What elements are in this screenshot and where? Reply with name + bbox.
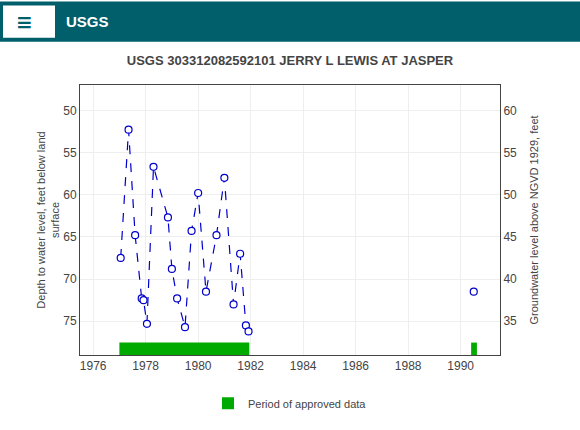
svg-text:70: 70 — [63, 272, 77, 286]
svg-text:1980: 1980 — [185, 359, 212, 373]
svg-text:55: 55 — [63, 146, 77, 160]
svg-text:50: 50 — [503, 188, 517, 202]
svg-text:1984: 1984 — [290, 359, 317, 373]
svg-text:1988: 1988 — [395, 359, 422, 373]
svg-text:1990: 1990 — [447, 359, 474, 373]
svg-text:40: 40 — [503, 272, 517, 286]
svg-text:1986: 1986 — [342, 359, 369, 373]
svg-text:Groundwater level above NGVD 1: Groundwater level above NGVD 1929, feet — [528, 115, 540, 324]
svg-text:≡: ≡ — [16, 10, 33, 34]
svg-text:60: 60 — [503, 104, 517, 118]
svg-text:65: 65 — [63, 230, 77, 244]
svg-text:75: 75 — [63, 314, 77, 328]
svg-text:1976: 1976 — [80, 359, 107, 373]
svg-text:50: 50 — [63, 104, 77, 118]
svg-text:1982: 1982 — [237, 359, 264, 373]
svg-text:60: 60 — [63, 188, 77, 202]
svg-text:Period of approved data: Period of approved data — [248, 398, 366, 410]
svg-text:55: 55 — [503, 146, 517, 160]
svg-text:Depth to water level, feet bel: Depth to water level, feet below landsur… — [35, 131, 61, 308]
svg-text:35: 35 — [503, 314, 517, 328]
svg-text:USGS 303312082592101 JERRY L L: USGS 303312082592101 JERRY L LEWIS AT JA… — [127, 53, 454, 68]
svg-text:45: 45 — [503, 230, 517, 244]
svg-text:USGS: USGS — [66, 13, 109, 30]
svg-text:1978: 1978 — [132, 359, 159, 373]
